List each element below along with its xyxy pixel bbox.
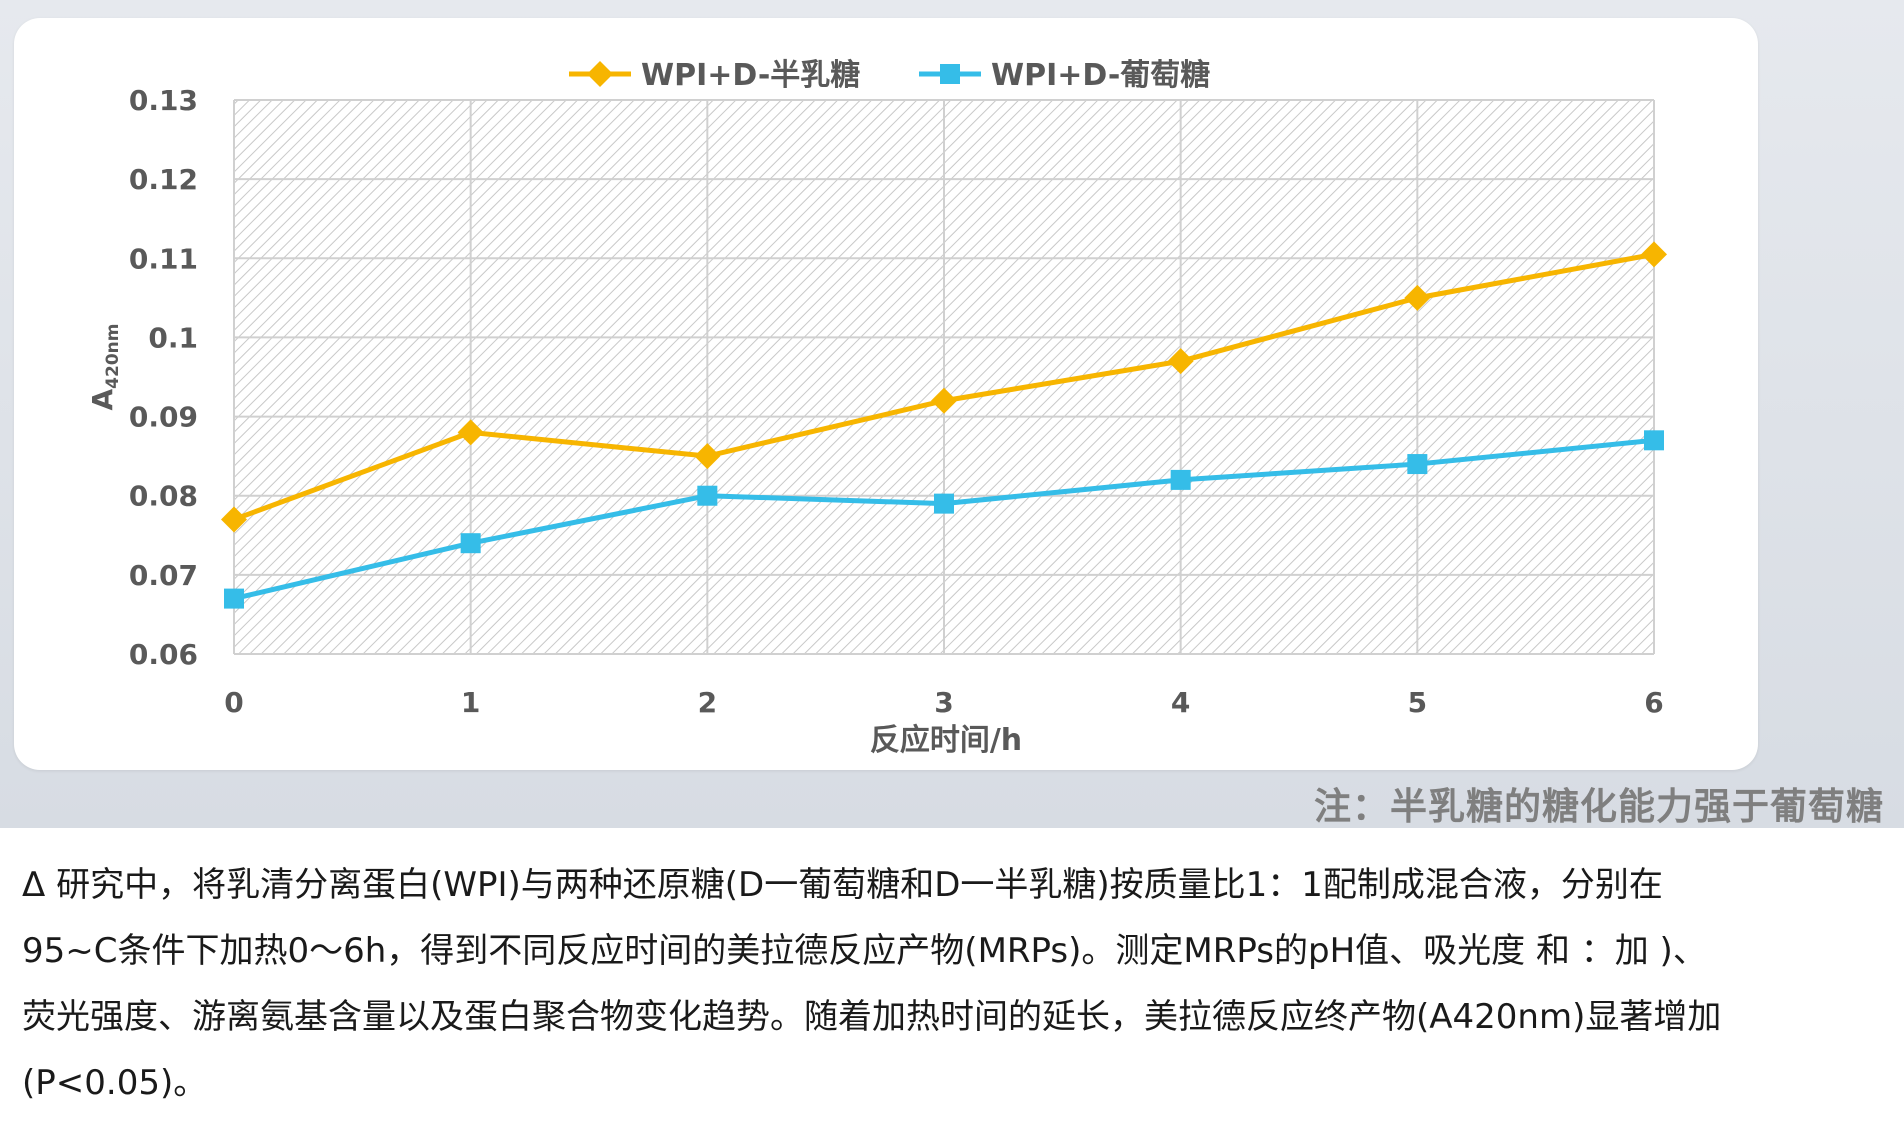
gridlines (233, 99, 1655, 655)
y-axis-ticks: 0.06 0.07 0.08 0.09 0.1 0.11 0.12 0.13 (129, 84, 198, 671)
description-line: Δ 研究中，将乳清分离蛋白(WPI)与两种还原糖(D一葡萄糖和D一半乳糖)按质量… (22, 865, 1663, 905)
x-tick-label: 2 (698, 686, 717, 719)
data-point (460, 533, 481, 554)
x-tick-label: 1 (461, 686, 480, 719)
y-axis-label: A420nm (86, 324, 123, 411)
legend-label: WPI+D-葡萄糖 (991, 58, 1210, 93)
x-tick-label: 4 (1171, 686, 1190, 719)
x-tick-label: 0 (224, 686, 243, 719)
data-point (934, 493, 954, 514)
data-point (931, 387, 957, 414)
legend: WPI+D-半乳糖 WPI+D-葡萄糖 (569, 58, 1210, 93)
legend-marker (940, 64, 960, 84)
x-tick-label: 3 (934, 686, 953, 719)
series-2 (224, 430, 1664, 609)
y-axis-label-main: A (86, 388, 119, 410)
data-point (1404, 284, 1431, 311)
data-point (221, 506, 247, 533)
description-line: (P<0.05)。 (22, 1063, 208, 1103)
description-line: 荧光强度、游离氨基含量以及蛋白聚合物变化趋势。随着加热时间的延长，美拉德反应终产… (22, 997, 1722, 1037)
y-axis-label-subscript: 420nm (103, 324, 123, 389)
data-point (224, 588, 244, 609)
y-tick-label: 0.12 (129, 163, 198, 196)
x-tick-label: 5 (1408, 686, 1427, 719)
data-point (1407, 454, 1428, 475)
chart-note: 注：半乳糖的糖化能力强于葡萄糖 (1314, 785, 1884, 828)
description-text: Δ 研究中，将乳清分离蛋白(WPI)与两种还原糖(D一葡萄糖和D一半乳糖)按质量… (22, 852, 1882, 1116)
data-point (694, 443, 721, 470)
y-tick-label: 0.08 (129, 480, 198, 513)
description-line: 95~C条件下加热0～6h，得到不同反应时间的美拉德反应产物(MRPs)。测定M… (22, 931, 1707, 971)
y-tick-label: 0.06 (129, 638, 198, 671)
y-tick-label: 0.07 (129, 559, 198, 592)
y-tick-label: 0.09 (129, 401, 198, 434)
legend-label: WPI+D-半乳糖 (641, 58, 860, 93)
y-tick-label: 0.1 (148, 321, 198, 354)
legend-item: WPI+D-半乳糖 (569, 58, 860, 93)
data-point (457, 419, 484, 446)
data-point (1641, 241, 1667, 268)
x-tick-label: 6 (1644, 686, 1663, 719)
y-tick-label: 0.13 (129, 84, 198, 117)
x-axis-label: 反应时间/h (870, 723, 1022, 758)
data-point (1644, 430, 1664, 451)
legend-marker (587, 61, 613, 87)
data-point (1167, 348, 1194, 375)
x-axis-ticks: 0 1 2 3 4 5 6 (224, 686, 1663, 719)
legend-item: WPI+D-葡萄糖 (919, 58, 1210, 93)
series-1 (221, 241, 1667, 533)
y-tick-label: 0.11 (129, 242, 198, 275)
data-point (1170, 469, 1191, 490)
data-point (697, 485, 718, 506)
series-layer (221, 241, 1667, 609)
